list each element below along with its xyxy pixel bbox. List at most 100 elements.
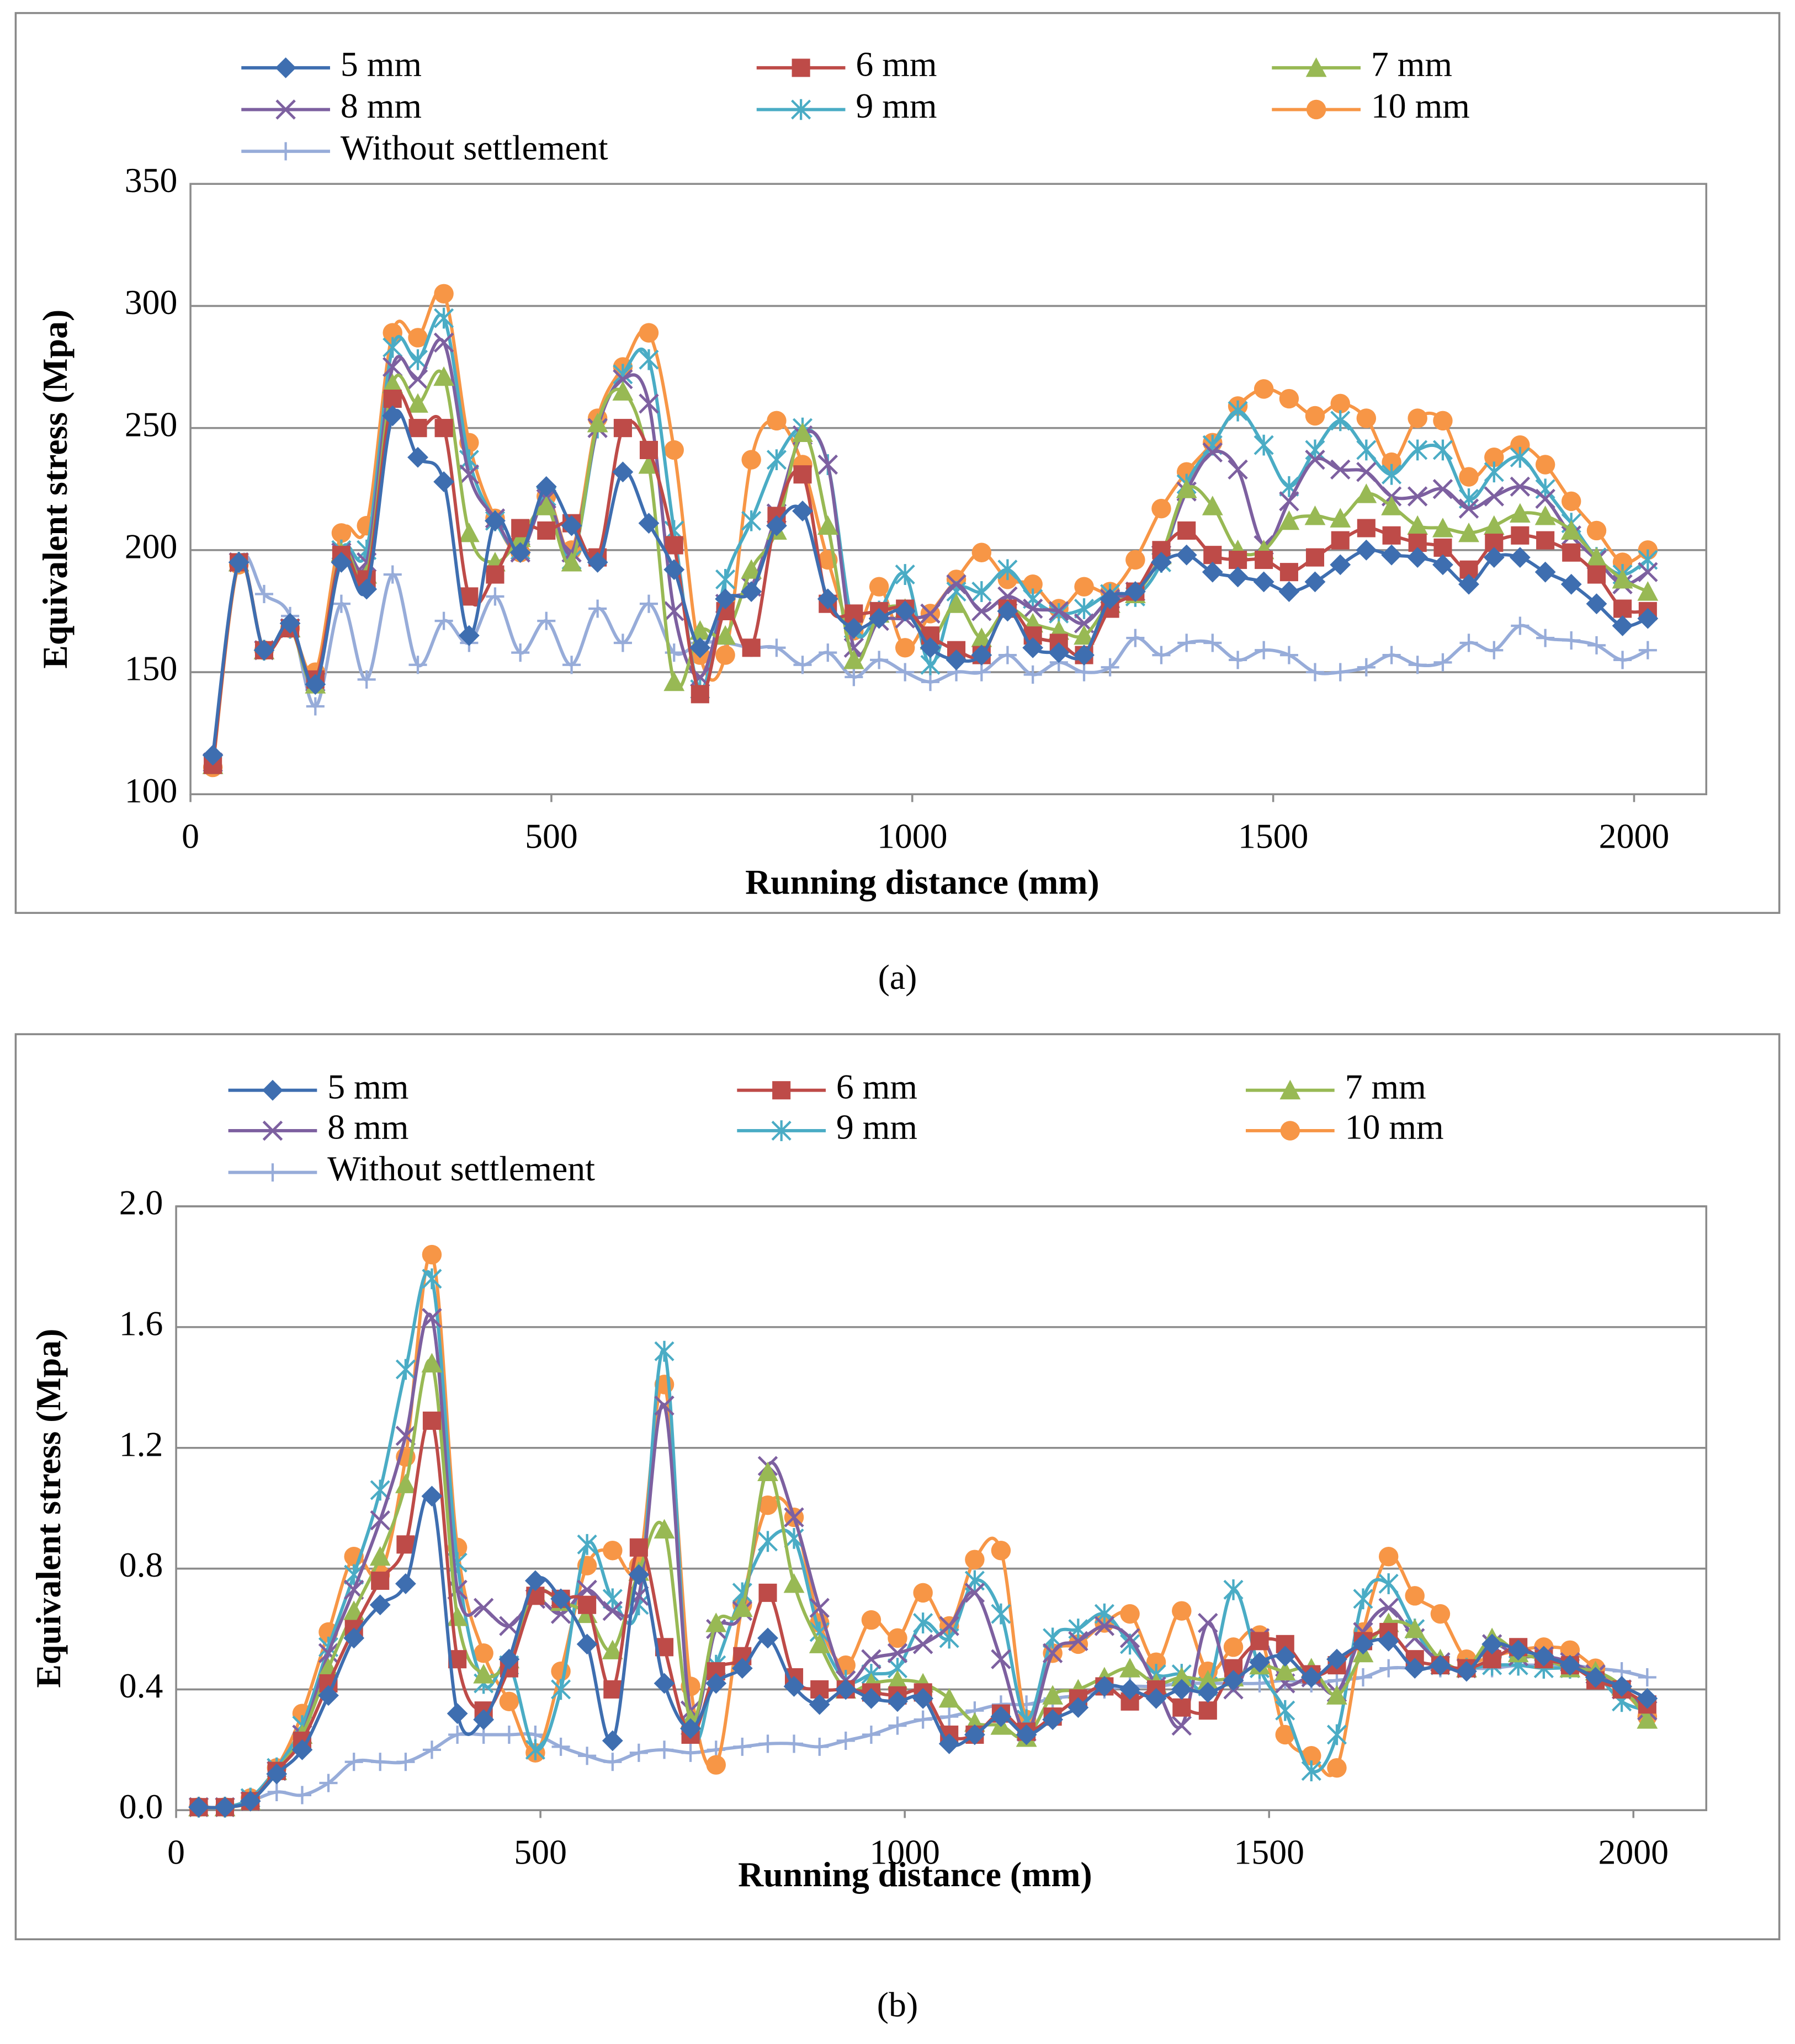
data-point: [1535, 478, 1555, 500]
data-point: [1511, 526, 1530, 545]
data-point: [202, 744, 224, 766]
data-point: [524, 1570, 546, 1591]
data-point: [1356, 462, 1377, 482]
data-point: [1253, 571, 1274, 593]
data-point: [1249, 1652, 1270, 1673]
data-point: [971, 542, 992, 562]
data-point: [1638, 1668, 1656, 1687]
data-point: [991, 1649, 1011, 1669]
legend-marker: [275, 99, 296, 120]
data-point: [254, 584, 274, 604]
data-point: [433, 366, 454, 386]
data-point: [1587, 636, 1606, 654]
data-point: [1305, 548, 1325, 567]
data-point: [395, 1473, 416, 1493]
data-point: [602, 1730, 623, 1752]
data-point: [810, 1737, 829, 1756]
data-point: [1483, 515, 1505, 535]
data-point: [1484, 461, 1504, 483]
data-point: [369, 1594, 391, 1616]
data-point: [887, 1691, 908, 1712]
data-point: [382, 374, 403, 393]
data-point: [291, 1739, 313, 1760]
data-point: [629, 1538, 648, 1557]
data-point: [817, 515, 838, 535]
data-point: [1534, 505, 1556, 525]
y-tick-label: 2.0: [119, 1183, 163, 1222]
data-point: [344, 1564, 364, 1585]
data-point: [1637, 581, 1659, 601]
data-point: [1255, 641, 1273, 659]
data-point: [1535, 488, 1555, 509]
data-point: [757, 1461, 778, 1482]
data-point: [613, 369, 633, 390]
data-point: [1302, 1746, 1321, 1766]
data-point: [1202, 561, 1223, 583]
data-point: [458, 625, 480, 646]
legend-marker: [772, 1081, 791, 1100]
data-point: [1330, 410, 1351, 432]
data-point: [1330, 393, 1350, 414]
legend-label: 9 mm: [836, 1108, 917, 1147]
plot-border: [175, 1205, 1708, 1812]
series-line: [198, 1270, 1648, 1809]
data-point: [1305, 439, 1325, 461]
data-point: [1408, 439, 1428, 461]
data-point: [1171, 1667, 1192, 1687]
data-point: [1042, 1685, 1064, 1705]
data-point: [639, 440, 658, 459]
data-point: [1198, 1701, 1217, 1720]
legend-label: 9 mm: [856, 86, 937, 125]
data-point: [758, 1495, 778, 1515]
data-point: [578, 1747, 597, 1765]
data-point: [920, 637, 941, 658]
data-point: [603, 1680, 622, 1699]
data-point: [1485, 641, 1504, 659]
data-point: [1586, 520, 1607, 541]
data-point: [434, 284, 454, 304]
series-line: [198, 1491, 1648, 1809]
data-point: [1250, 1632, 1269, 1651]
data-point: [1177, 634, 1196, 652]
data-point: [1637, 1709, 1658, 1729]
data-point: [1023, 665, 1042, 684]
data-point: [741, 559, 762, 579]
data-point: [383, 356, 403, 377]
data-point: [1203, 546, 1222, 565]
data-point: [421, 1486, 443, 1507]
data-point: [689, 637, 711, 658]
data-point: [997, 559, 1018, 581]
data-point: [603, 1753, 622, 1771]
x-tick-label: 1500: [1234, 1833, 1304, 1872]
data-point: [991, 1541, 1011, 1561]
data-point: [371, 1571, 390, 1590]
data-point: [318, 1643, 339, 1663]
series-line: [211, 552, 1649, 758]
data-point: [758, 1734, 777, 1753]
data-point: [706, 1755, 726, 1775]
data-point: [1483, 547, 1505, 568]
data-point: [395, 1359, 416, 1380]
data-point: [971, 581, 992, 602]
data-point: [1198, 1612, 1218, 1633]
data-point: [1432, 439, 1453, 461]
data-point: [664, 601, 684, 621]
data-point: [587, 412, 608, 433]
data-point: [1408, 656, 1427, 674]
data-point: [665, 536, 683, 555]
data-point: [1274, 1660, 1296, 1681]
data-point: [887, 1643, 908, 1663]
data-point: [433, 471, 454, 492]
data-point: [1433, 653, 1452, 672]
data-point: [920, 603, 941, 624]
data-point: [1330, 508, 1351, 528]
data-point: [888, 1716, 907, 1735]
data-point: [705, 1612, 727, 1632]
data-point: [407, 369, 428, 390]
data-point: [1381, 496, 1402, 515]
data-point: [1560, 1640, 1580, 1660]
data-point: [767, 638, 786, 657]
data-point: [1458, 522, 1479, 542]
data-point: [1510, 476, 1531, 497]
data-point: [1356, 483, 1377, 503]
